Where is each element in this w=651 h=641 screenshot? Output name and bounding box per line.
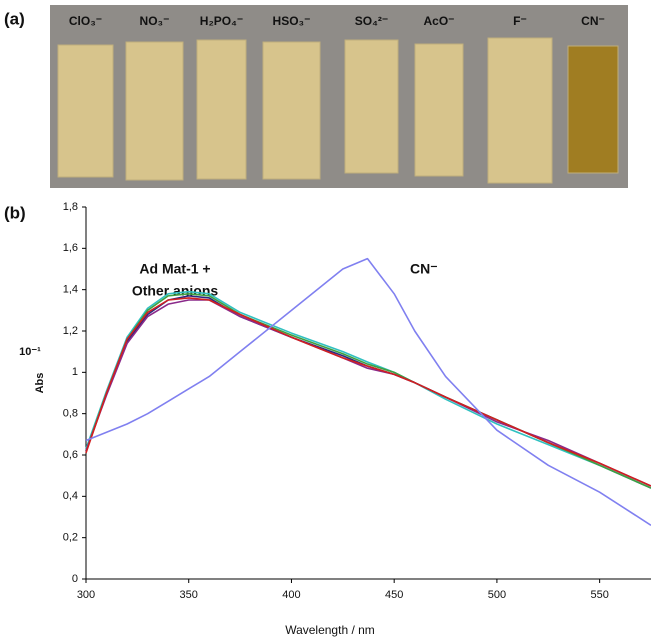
y-scale-label: 10⁻¹ (19, 346, 41, 358)
strip-label: ClO₃⁻ (69, 14, 102, 28)
data-line (85, 295, 651, 489)
y-tick-label: 1,4 (63, 284, 78, 296)
data-line (85, 290, 651, 489)
y-tick-label: 0,8 (63, 408, 78, 420)
paper-strip (196, 39, 247, 180)
x-tick-label: 400 (282, 589, 300, 601)
strips: ClO₃⁻ NO₃⁻ H₂PO₄⁻ HSO₃⁻ SO₄²⁻ AcO⁻ F⁻ CN⁻ (57, 14, 619, 184)
x-tick-label: 300 (77, 589, 95, 601)
panel-label: (b) (4, 203, 26, 222)
x-axis-label: Wavelength / nm (285, 623, 375, 637)
strip-label: SO₄²⁻ (355, 14, 388, 28)
paper-strip (125, 41, 184, 181)
y-tick-label: 1 (72, 366, 78, 378)
y-axis-label: Abs (34, 373, 46, 394)
y-tick-label: 0,6 (63, 449, 78, 461)
annotation: Other anions (132, 283, 219, 299)
strip-label: CN⁻ (581, 14, 605, 28)
strip-label: F⁻ (513, 14, 527, 28)
paper-strip (344, 39, 399, 174)
y-tick-label: 1,8 (63, 201, 78, 213)
strip-label: AcO⁻ (423, 14, 454, 28)
data-line (85, 257, 651, 526)
y-tick-label: 0,2 (63, 532, 78, 544)
strip-label: NO₃⁻ (140, 14, 170, 28)
data-line (85, 293, 651, 489)
y-tick-label: 0 (72, 573, 78, 585)
paper-strip (57, 44, 114, 178)
panel-label: (a) (4, 9, 25, 28)
strip-label: H₂PO₄⁻ (200, 14, 243, 28)
paper-strip (262, 41, 321, 180)
x-tick-label: 500 (488, 589, 506, 601)
annotation: Ad Mat-1 + (139, 261, 210, 277)
strip-label: HSO₃⁻ (273, 14, 311, 28)
paper-strip (414, 43, 464, 177)
annotation: CN⁻ (410, 261, 438, 277)
data-line (85, 299, 651, 487)
x-tick-label: 450 (385, 589, 403, 601)
y-tick-label: 1,2 (63, 325, 78, 337)
data-line (85, 297, 651, 487)
x-tick-label: 350 (180, 589, 198, 601)
paper-strip (567, 45, 619, 174)
x-tick-label: 550 (590, 589, 608, 601)
paper-strip (487, 37, 553, 184)
y-tick-label: 0,4 (63, 490, 78, 502)
y-tick-label: 1,6 (63, 242, 78, 254)
